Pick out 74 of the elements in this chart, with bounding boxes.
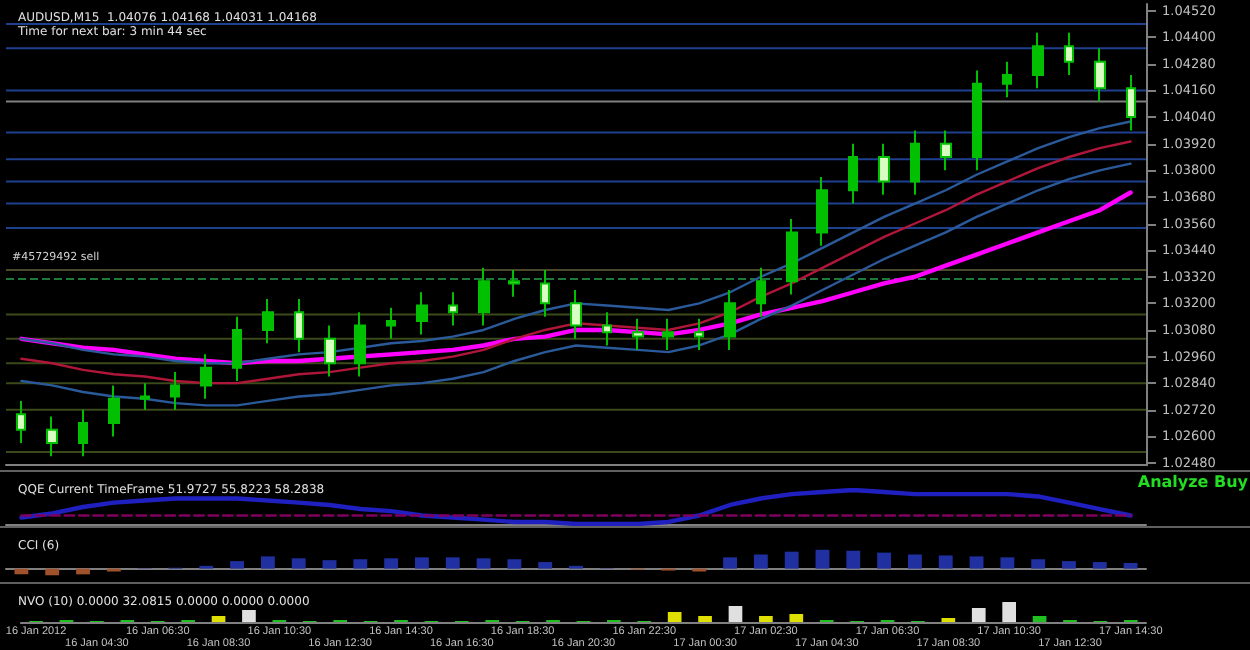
bar [753,554,768,569]
candlestick [478,266,490,327]
bar [971,608,986,622]
bar [667,612,682,622]
candlestick [386,306,396,340]
bar [1031,559,1046,569]
candlestick [848,142,858,205]
bar [230,561,245,569]
candlestick [632,317,644,351]
bar [260,556,275,569]
candlestick [1064,31,1074,76]
candlestick [46,415,58,458]
candlestick [1126,73,1136,132]
candlestick [694,317,704,351]
candlestick [910,129,920,196]
candlestick [1002,60,1012,99]
candlestick [354,311,366,378]
candlestick [508,269,520,298]
candlestick [16,399,26,445]
annotation: Analyze Buy [1137,473,1250,491]
bar [1032,616,1047,622]
bar [877,552,892,569]
candlestick [662,317,674,351]
bar [969,556,984,569]
candlestick [540,269,550,318]
bar [45,568,60,576]
candlestick [602,311,612,347]
candlestick [78,408,88,458]
bar [1062,561,1076,569]
candlestick [940,129,952,172]
candlestick [140,382,150,411]
candlestick [294,297,304,354]
bar [476,558,491,569]
candlestick [570,289,582,340]
bar [538,562,553,569]
bar [815,549,830,569]
candlestick [724,289,736,351]
candlestick [972,69,982,172]
bar [728,606,743,622]
bar [784,551,799,569]
candlestick [262,297,274,345]
candlestick [416,291,428,336]
bar [846,550,861,569]
candlestick [756,266,766,318]
bar [698,616,712,622]
candlestick [108,384,120,438]
candlestick [232,315,242,382]
bar [1092,562,1107,569]
bar [1002,602,1016,622]
bar [507,559,522,569]
bar [759,616,773,622]
candlestick [200,353,212,400]
candlestick [1094,47,1106,103]
bar [384,558,399,569]
bar [723,557,737,569]
candlestick [448,291,458,327]
bar [789,614,804,622]
bar [242,610,256,622]
candlestick [786,218,798,296]
bar [1000,557,1015,569]
bar [938,555,953,569]
candlestick [878,142,890,196]
bar [291,558,306,569]
bar [211,616,226,622]
bar [907,554,922,569]
bar [1123,563,1138,569]
candlestick [170,371,180,411]
candlestick [816,175,828,247]
bar [445,557,460,569]
candlestick [324,324,336,378]
bar [322,560,337,569]
bar [353,559,368,569]
bar [415,557,429,569]
candlestick [1032,31,1044,90]
